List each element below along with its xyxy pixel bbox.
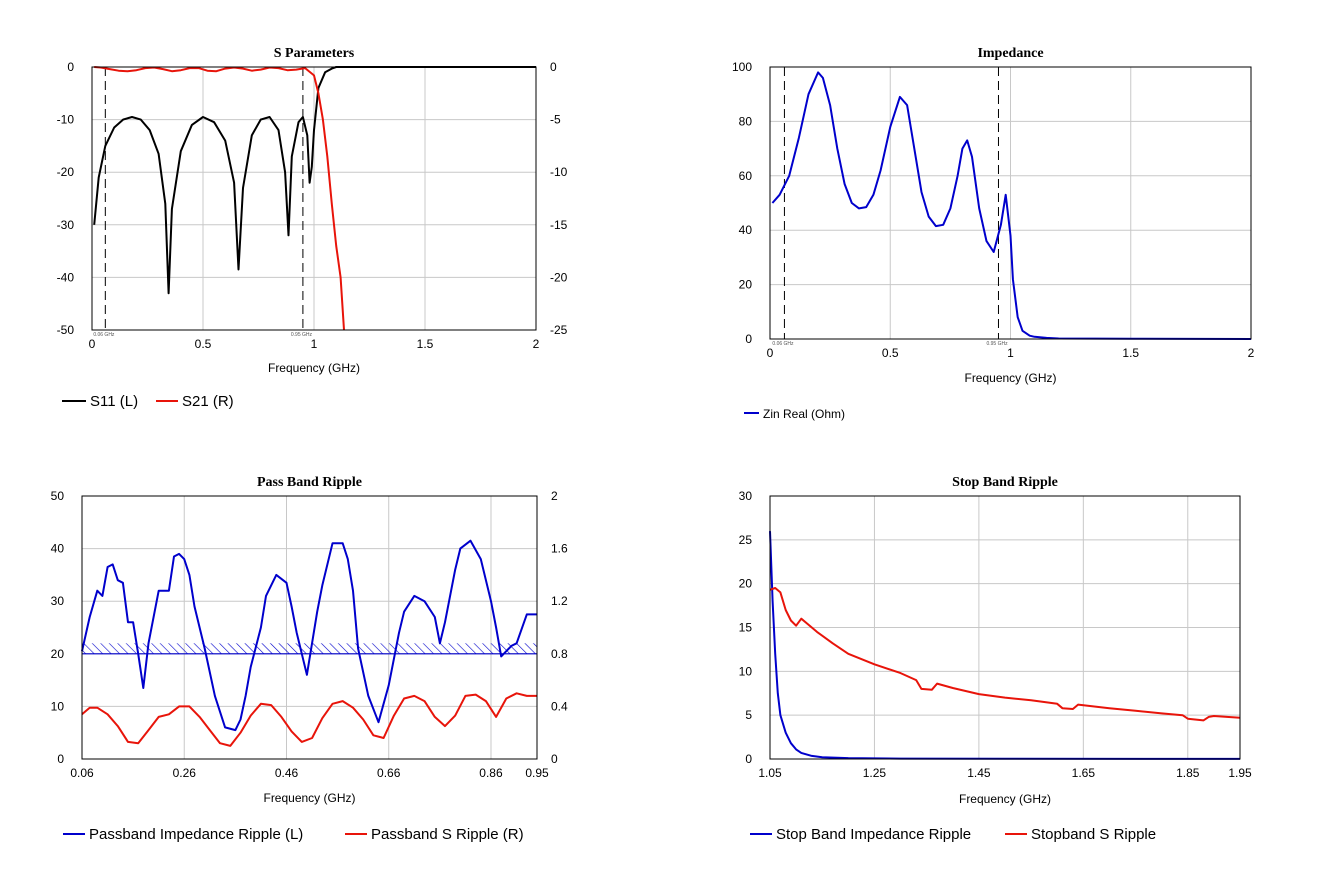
x-tick-label: 0.95 — [525, 766, 549, 780]
y-tick-label: 60 — [739, 169, 753, 183]
y-tick-label: -10 — [57, 113, 75, 127]
x-tick-label: 1.05 — [758, 766, 782, 780]
y-tick-label: 15 — [739, 621, 753, 635]
legend-label: Passband Impedance Ripple (L) — [89, 826, 303, 843]
x-axis-label: Frequency (GHz) — [959, 792, 1051, 806]
y-tick-label: 0 — [57, 752, 64, 766]
y-right-tick-label: -15 — [550, 218, 568, 232]
y-tick-label: 20 — [739, 577, 753, 591]
plot-frame — [769, 66, 1252, 340]
y-tick-label: -30 — [57, 218, 75, 232]
y-tick-label: 50 — [51, 489, 65, 503]
series-line-1 — [94, 66, 345, 331]
chart-title: Stop Band Ripple — [952, 475, 1058, 490]
x-tick-label: 1.95 — [1228, 766, 1252, 780]
y-tick-label: 30 — [739, 489, 753, 503]
y-tick-label: 25 — [739, 533, 753, 547]
x-tick-label: 1.45 — [967, 766, 991, 780]
marker-label: 0.95 GHz — [986, 341, 1008, 347]
x-tick-label: 0.06 — [70, 766, 94, 780]
series-line-0 — [81, 539, 537, 732]
x-axis-label: Frequency (GHz) — [268, 361, 360, 375]
chart-0: S Parameters 0 0.5 1 1.5 2 0 -10 -20 -30 -40 -50 0 -5… — [57, 46, 568, 410]
x-tick-label: 1 — [1007, 346, 1014, 360]
x-tick-label: 1.85 — [1176, 766, 1200, 780]
y-tick-label: 0 — [67, 60, 74, 74]
x-tick-label: 1.5 — [1122, 346, 1139, 360]
x-tick-label: 1 — [311, 337, 318, 351]
chart-2: Pass Band Ripple 0.06 0.26 0.46 0.66 0.86 0.95… — [51, 475, 568, 843]
x-tick-label: 1.25 — [863, 766, 887, 780]
y-tick-label: 10 — [51, 699, 65, 713]
x-axis-label: Frequency (GHz) — [263, 791, 355, 805]
limit-band — [82, 643, 537, 654]
x-tick-label: 0 — [767, 346, 774, 360]
x-tick-label: 0 — [89, 337, 96, 351]
y-right-tick-label: 2 — [551, 489, 558, 503]
marker-label: 0.06 GHz — [93, 332, 115, 338]
chart-title: S Parameters — [274, 46, 355, 61]
y-tick-label: 20 — [739, 278, 753, 292]
y-tick-label: 80 — [739, 114, 753, 128]
y-tick-label: 5 — [745, 708, 752, 722]
y-tick-label: 40 — [739, 223, 753, 237]
y-right-tick-label: 0 — [551, 752, 558, 766]
x-tick-label: 0.5 — [195, 337, 212, 351]
y-tick-label: 40 — [51, 542, 65, 556]
x-tick-label: 1.65 — [1072, 766, 1096, 780]
x-tick-label: 1.5 — [417, 337, 434, 351]
y-right-tick-label: 1.6 — [551, 542, 568, 556]
chart-3: Stop Band Ripple 1.05 1.25 1.45 1.65 1.85 1.95… — [739, 475, 1252, 843]
plot-frame — [91, 66, 537, 331]
marker-label: 0.95 GHz — [291, 332, 313, 338]
x-tick-label: 0.86 — [479, 766, 503, 780]
chart-title: Pass Band Ripple — [257, 475, 362, 490]
y-right-tick-label: 0 — [550, 60, 557, 74]
legend-label: Stopband S Ripple — [1031, 826, 1156, 843]
x-tick-label: 0.46 — [275, 766, 299, 780]
y-tick-label: 10 — [739, 664, 753, 678]
series-line-0 — [769, 531, 1241, 760]
y-right-tick-label: 1.2 — [551, 594, 568, 608]
y-right-tick-label: -25 — [550, 323, 568, 337]
x-tick-label: 2 — [1248, 346, 1255, 360]
y-tick-label: 0 — [745, 752, 752, 766]
series-line-1 — [769, 587, 1241, 722]
y-tick-label: 20 — [51, 647, 65, 661]
y-tick-label: -50 — [57, 323, 75, 337]
chart-title: Impedance — [977, 46, 1043, 61]
series-line-0 — [93, 66, 536, 295]
x-axis-label: Frequency (GHz) — [964, 371, 1056, 385]
x-tick-label: 0.66 — [377, 766, 401, 780]
y-tick-label: 0 — [745, 332, 752, 346]
y-tick-label: 100 — [732, 60, 752, 74]
x-tick-label: 0.5 — [882, 346, 899, 360]
legend-label: Stop Band Impedance Ripple — [776, 826, 971, 843]
series-line-1 — [81, 692, 537, 747]
plot-frame — [81, 495, 538, 760]
y-right-tick-label: 0.8 — [551, 647, 568, 661]
x-tick-label: 2 — [533, 337, 540, 351]
y-tick-label: -20 — [57, 165, 75, 179]
series-line-0 — [771, 71, 1252, 340]
legend-label: S21 (R) — [182, 393, 234, 410]
y-right-tick-label: -10 — [550, 165, 568, 179]
x-tick-label: 0.26 — [173, 766, 197, 780]
y-right-tick-label: 0.4 — [551, 699, 568, 713]
y-tick-label: 30 — [51, 594, 65, 608]
marker-label: 0.06 GHz — [772, 341, 794, 347]
plot-frame — [769, 495, 1241, 760]
y-right-tick-label: -20 — [550, 270, 568, 284]
y-right-tick-label: -5 — [550, 113, 561, 127]
legend-label: Zin Real (Ohm) — [763, 407, 845, 421]
legend-label: Passband S Ripple (R) — [371, 826, 524, 843]
legend-label: S11 (L) — [90, 393, 138, 410]
y-tick-label: -40 — [57, 270, 75, 284]
